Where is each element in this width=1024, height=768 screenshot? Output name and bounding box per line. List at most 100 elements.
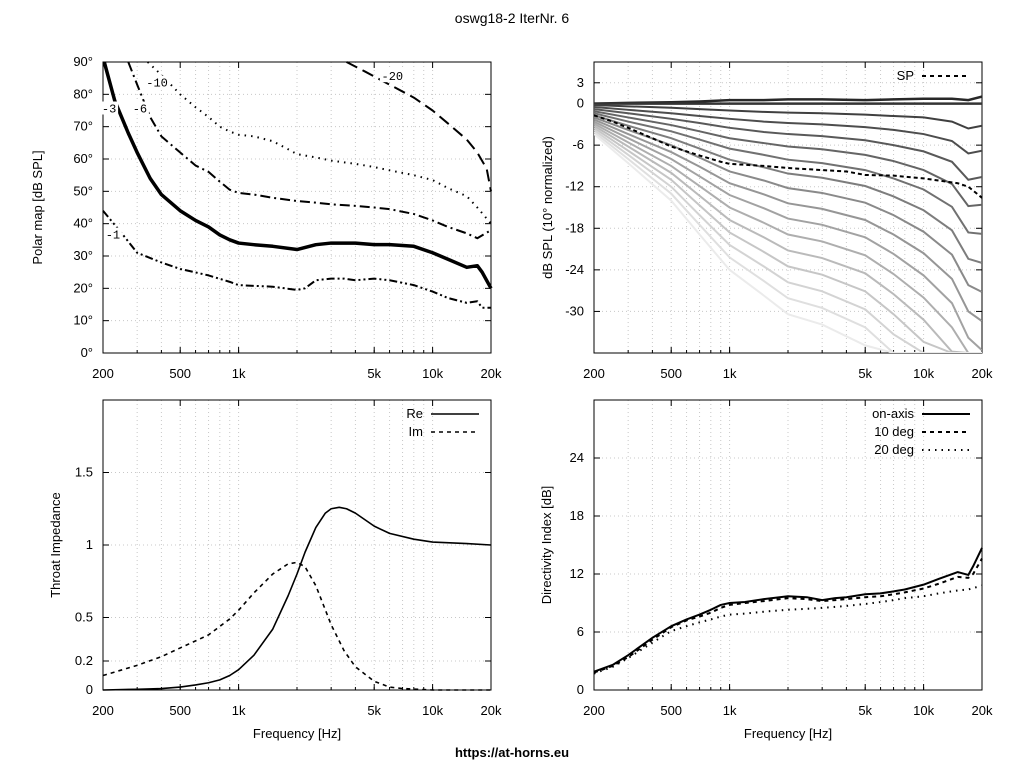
y-tick-label: 1	[86, 537, 93, 552]
y-tick-label: -18	[565, 220, 584, 235]
x-tick-label: 1k	[723, 703, 737, 718]
x-tick-label: 500	[169, 703, 191, 718]
x-tick-label: 5k	[858, 703, 872, 718]
legend-label: SP	[897, 68, 914, 83]
y-tick-label: 90°	[73, 54, 93, 69]
x-tick-label: 5k	[858, 366, 872, 381]
series-20-deg-line	[593, 584, 983, 675]
angle-curve	[594, 131, 982, 353]
x-tick-label: 20k	[481, 703, 502, 718]
angle-curve	[594, 103, 982, 130]
x-tick-label: 200	[92, 703, 114, 718]
y-tick-label: 10°	[73, 313, 93, 328]
x-tick-label: 500	[660, 366, 682, 381]
angle-curve	[594, 116, 982, 293]
y-tick-label: 12	[570, 566, 584, 581]
y-axis-label: dB SPL (10° normalized)	[540, 136, 555, 279]
series--1-line	[102, 210, 491, 309]
series--10-line	[147, 61, 492, 225]
contour-label: -20	[382, 70, 404, 84]
angle-curve	[594, 118, 982, 322]
y-tick-label: -24	[565, 262, 584, 277]
x-tick-label: 200	[583, 703, 605, 718]
x-axis-label: Frequency [Hz]	[253, 726, 341, 741]
series-10-deg-line	[593, 558, 983, 674]
angle-curve	[594, 114, 982, 264]
y-tick-label: 0.5	[75, 610, 93, 625]
x-tick-label: 20k	[481, 366, 502, 381]
contour-label: -10	[146, 77, 168, 91]
angle-curve	[594, 106, 982, 155]
y-tick-label: 40°	[73, 216, 93, 231]
legend-label: Re	[406, 406, 423, 421]
x-tick-label: 5k	[367, 703, 381, 718]
x-tick-label: 10k	[913, 366, 934, 381]
polar-map-panel: 200 500 1k 5k 10k 20k 0° 10° 20° 30° 40° 50° 60° 70° 8…	[30, 54, 502, 381]
legend-label: Im	[409, 424, 423, 439]
y-tick-label: 0	[577, 96, 584, 111]
y-axis-label: Polar map [dB SPL]	[30, 150, 45, 264]
x-tick-label: 1k	[723, 366, 737, 381]
series--6-line	[127, 61, 492, 240]
angle-curve	[594, 133, 982, 353]
series--3-line	[102, 61, 493, 290]
x-tick-label: 10k	[422, 366, 443, 381]
figure-title: oswg18-2 IterNr. 6	[455, 10, 570, 26]
y-tick-label: 0	[577, 682, 584, 697]
angle-curve	[594, 129, 982, 353]
y-axis-label: Directivity Index [dB]	[539, 486, 554, 605]
contour-label: -6	[133, 103, 147, 117]
plot-frame	[102, 61, 492, 354]
y-tick-label: 80°	[73, 86, 93, 101]
angle-curve-group	[594, 95, 982, 353]
series-on-axis-line	[593, 547, 983, 673]
y-tick-label: 70°	[73, 119, 93, 134]
angle-curve	[594, 126, 982, 353]
y-tick-label: 0.2	[75, 653, 93, 668]
directivity-index-panel: 200 500 1k 5k 10k 20k 0 6 12 18 24 Directivity Inde…	[539, 399, 993, 741]
y-tick-label: 0°	[81, 345, 93, 360]
x-axis-label: Frequency [Hz]	[744, 726, 832, 741]
y-tick-label: -12	[565, 179, 584, 194]
contour-label-bg	[130, 101, 149, 115]
contour-label-bg	[379, 69, 405, 83]
throat-impedance-panel: 200 500 1k 5k 10k 20k 0 0.2 0.5 1 1.5 Throat Impeda…	[48, 399, 502, 741]
y-tick-label: 20°	[73, 280, 93, 295]
x-tick-label: 10k	[913, 703, 934, 718]
angle-curve	[594, 108, 982, 181]
y-tick-label: 24	[570, 450, 584, 465]
y-tick-label: 18	[570, 508, 584, 523]
series-Re-line	[102, 506, 492, 691]
x-tick-label: 10k	[422, 703, 443, 718]
x-tick-label: 500	[169, 366, 191, 381]
series-SP-line	[593, 114, 983, 199]
angle-curve	[594, 124, 982, 353]
y-tick-label: 50°	[73, 183, 93, 198]
x-tick-label: 1k	[232, 366, 246, 381]
figure-footer: https://at-horns.eu	[455, 745, 569, 760]
contour-label-bg	[103, 227, 122, 241]
y-tick-label: 60°	[73, 151, 93, 166]
x-tick-label: 5k	[367, 366, 381, 381]
contour-label: -1	[106, 229, 120, 243]
series--20-line	[346, 61, 492, 192]
legend-label: 20 deg	[874, 442, 914, 457]
series-Im-line	[102, 561, 491, 691]
contour-label-bg	[100, 101, 119, 115]
x-tick-label: 20k	[972, 366, 993, 381]
normalized-spl-panel: 200 500 1k 5k 10k 20k 3 0 -6 -12 -18 -24 -30 dB SPL (…	[540, 61, 993, 381]
x-tick-label: 500	[660, 703, 682, 718]
angle-curve	[594, 112, 982, 235]
legend-label: 10 deg	[874, 424, 914, 439]
y-tick-label: -30	[565, 303, 584, 318]
contour-label: -3	[102, 103, 116, 117]
x-tick-label: 1k	[232, 703, 246, 718]
contour-label-bg	[144, 75, 170, 89]
y-tick-label: -6	[572, 137, 584, 152]
angle-curve	[594, 122, 982, 353]
y-tick-label: 0	[86, 682, 93, 697]
legend-label: on-axis	[872, 406, 914, 421]
x-tick-label: 200	[92, 366, 114, 381]
x-tick-label: 200	[583, 366, 605, 381]
